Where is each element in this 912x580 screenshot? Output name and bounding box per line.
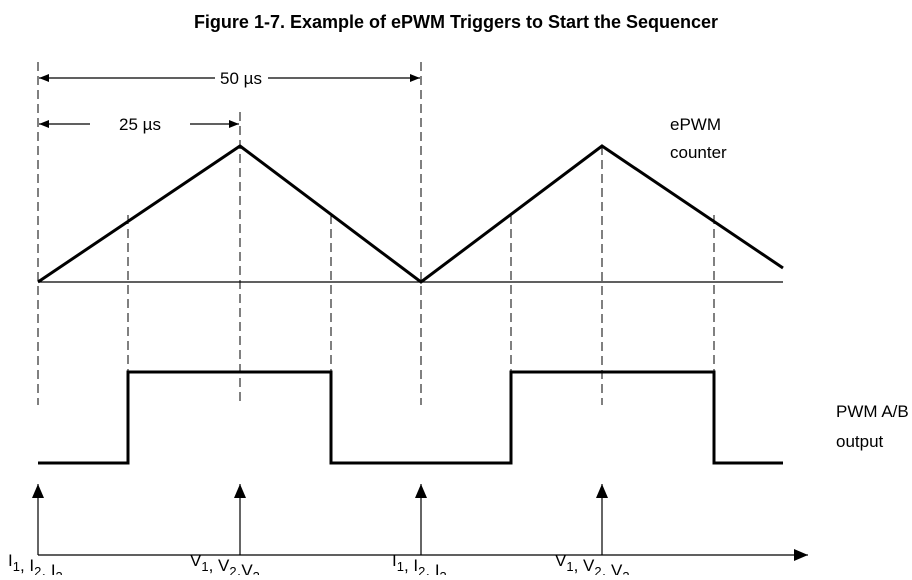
output-label: output — [836, 432, 884, 451]
counter-waveform — [37, 144, 784, 284]
pwm-waveform — [38, 370, 783, 465]
label-subscript: 1 — [201, 559, 208, 574]
label-text: , V — [574, 556, 595, 575]
label-subscript: 1 — [13, 559, 20, 574]
label-text: , V — [602, 561, 623, 575]
label-text: ,V — [237, 561, 254, 575]
guides — [37, 62, 715, 405]
label-subscript: 3 — [56, 569, 63, 575]
label-text: , I — [41, 561, 55, 575]
label-subscript: 2 — [594, 564, 601, 575]
dimension-50: 50 µs — [39, 69, 420, 88]
dimension-label: 50 µs — [220, 69, 262, 88]
dimension-25: 25 µs — [39, 115, 239, 134]
label-subscript: 3 — [253, 569, 260, 575]
label-subscript: 2 — [418, 564, 425, 575]
counter-label: ePWM — [670, 115, 721, 134]
title: Figure 1-7. Example of ePWM Triggers to … — [194, 12, 718, 32]
label-text: , I — [404, 556, 418, 575]
time-axis — [32, 484, 808, 561]
label-text: , I — [20, 556, 34, 575]
label-subscript: 2 — [229, 564, 236, 575]
dimension-label: 25 µs — [119, 115, 161, 134]
label-subscript: 3 — [622, 569, 629, 575]
label-text: I — [8, 551, 13, 570]
label-subscript: 1 — [566, 559, 573, 574]
label-text: , I — [425, 561, 439, 575]
label-text: V — [555, 551, 567, 570]
label-text: , V — [209, 556, 230, 575]
label-subscript: 1 — [397, 559, 404, 574]
output-label: PWM A/B — [836, 402, 909, 421]
label-text: I — [392, 551, 397, 570]
label-subscript: 2 — [34, 564, 41, 575]
label-text: V — [190, 551, 202, 570]
label-subscript: 3 — [440, 569, 447, 575]
counter-label: counter — [670, 143, 727, 162]
